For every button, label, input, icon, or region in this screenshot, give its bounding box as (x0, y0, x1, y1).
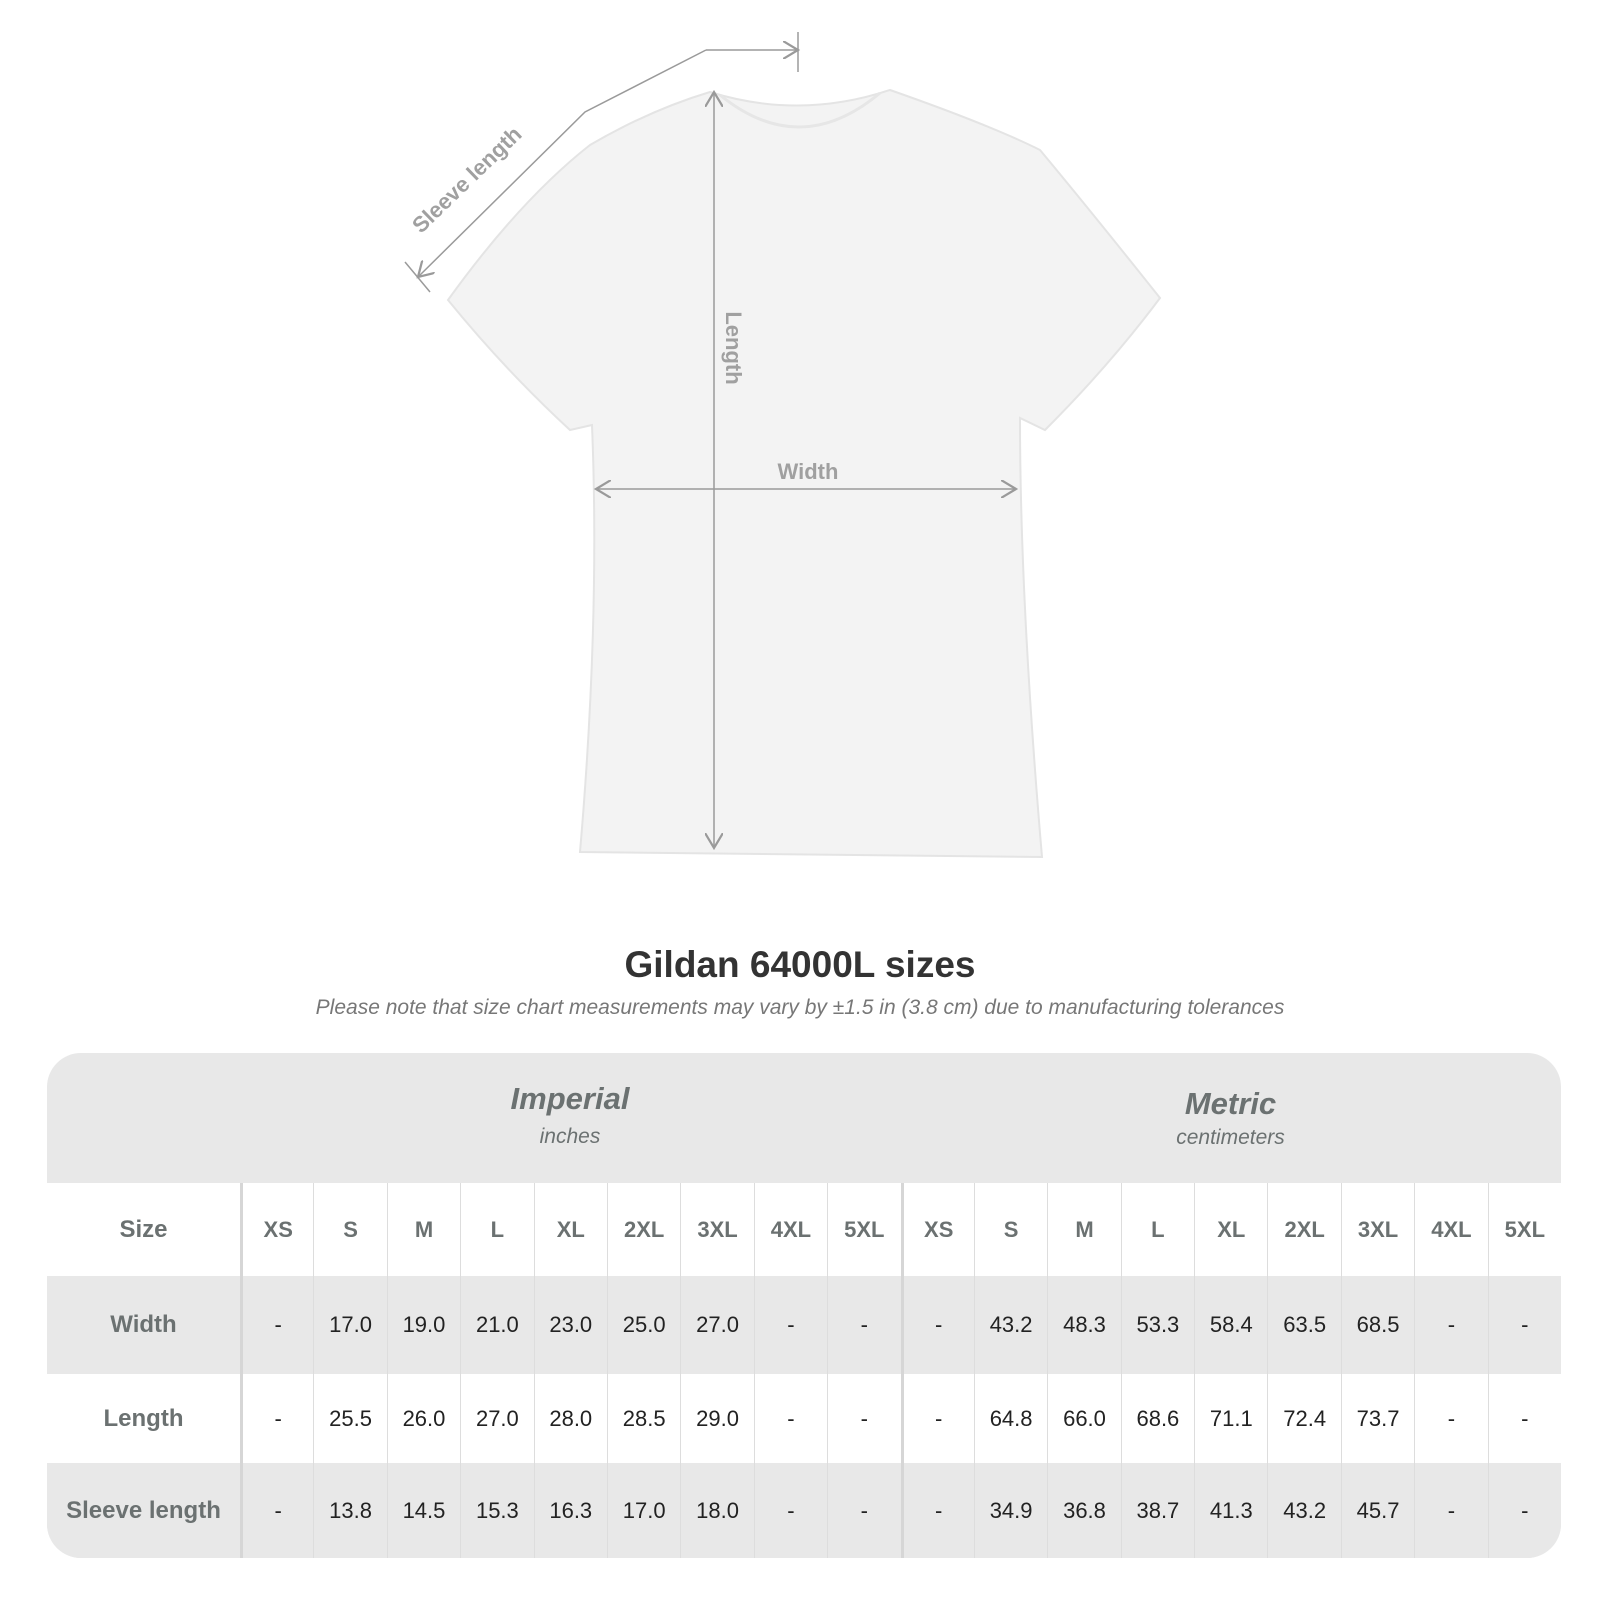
metric-value-cell: 73.7 (1340, 1374, 1414, 1463)
metric-value-cell: 41.3 (1194, 1463, 1267, 1558)
imperial-size-s: S (313, 1183, 386, 1276)
metric-value-cell: 71.1 (1194, 1374, 1267, 1463)
metric-size-3xl: 3XL (1340, 1183, 1414, 1276)
metric-value-cell: - (1414, 1463, 1487, 1558)
imperial-value-cell: - (827, 1463, 900, 1558)
metric-value-cell: - (1487, 1374, 1561, 1463)
metric-size-5xl: 5XL (1487, 1183, 1561, 1276)
imperial-size-4xl: 4XL (753, 1183, 827, 1276)
imperial-value-cell: 17.0 (313, 1276, 386, 1374)
imperial-value-cell: - (240, 1374, 313, 1463)
imperial-title: Imperial (510, 1081, 630, 1116)
width-label: Width (778, 459, 839, 484)
metric-value-cell: 38.7 (1120, 1463, 1194, 1558)
imperial-value-cell: 29.0 (680, 1374, 753, 1463)
metric-size-4xl: 4XL (1414, 1183, 1487, 1276)
size-header-row: Size XS S M L XL 2XL 3XL 4XL 5XL XS S M L XL 2XL 3XL 4XL 5… (47, 1183, 1561, 1276)
metric-unit: centimeters (1176, 1126, 1285, 1149)
imperial-value-cell: 18.0 (680, 1463, 753, 1558)
size-table: Imperial inches Metric centimeters Size X… (47, 1053, 1561, 1558)
imperial-value-cell: 16.3 (533, 1463, 607, 1558)
metric-size-xl: XL (1194, 1183, 1267, 1276)
metric-value-cell: 64.8 (973, 1374, 1047, 1463)
metric-title: Metric (1184, 1086, 1277, 1121)
metric-value-cell: 68.6 (1120, 1374, 1194, 1463)
metric-value-cell: 36.8 (1047, 1463, 1120, 1558)
metric-size-2xl: 2XL (1267, 1183, 1340, 1276)
imperial-value-cell: 25.0 (606, 1276, 680, 1374)
sleeve-length-label: Sleeve length (407, 121, 526, 238)
metric-value-cell: - (1487, 1463, 1561, 1558)
table-row: Length -25.5 26.0 27.0 28.0 28.5 29.0- - -64.8 66… (47, 1374, 1561, 1463)
imperial-value-cell: 27.0 (460, 1374, 533, 1463)
imperial-value-cell: 25.5 (313, 1374, 386, 1463)
metric-value-cell: - (1414, 1374, 1487, 1463)
metric-value-cell: 43.2 (1267, 1463, 1340, 1558)
metric-value-cell: - (900, 1276, 974, 1374)
metric-value-cell: 34.9 (973, 1463, 1047, 1558)
metric-value-cell: 68.5 (1340, 1276, 1414, 1374)
imperial-size-xs: XS (240, 1183, 313, 1276)
imperial-size-xl: XL (533, 1183, 607, 1276)
metric-value-cell: 45.7 (1340, 1463, 1414, 1558)
imperial-value-cell: - (240, 1463, 313, 1558)
imperial-value-cell: - (753, 1276, 827, 1374)
table-row: Width -17.0 19.0 21.0 23.0 25.0 27.0- - -43.2 48.… (47, 1276, 1561, 1374)
metric-size-m: M (1047, 1183, 1120, 1276)
metric-value-cell: - (900, 1374, 974, 1463)
metric-value-cell: - (1414, 1276, 1487, 1374)
row-label: Sleeve length (66, 1496, 221, 1524)
row-label: Length (103, 1404, 184, 1432)
length-label: Length (721, 311, 746, 384)
imperial-value-cell: - (827, 1374, 900, 1463)
metric-value-cell: 53.3 (1120, 1276, 1194, 1374)
metric-size-s: S (973, 1183, 1047, 1276)
tshirt-shape (446, 88, 1162, 859)
metric-value-cell: - (900, 1463, 974, 1558)
metric-value-cell: 66.0 (1047, 1374, 1120, 1463)
imperial-size-5xl: 5XL (827, 1183, 900, 1276)
metric-value-cell: 43.2 (973, 1276, 1047, 1374)
tshirt-diagram: Sleeve length Length Width (404, 32, 1162, 859)
imperial-value-cell: 23.0 (533, 1276, 607, 1374)
imperial-value-cell: 28.0 (533, 1374, 607, 1463)
imperial-value-cell: 26.0 (386, 1374, 460, 1463)
imperial-size-l: L (460, 1183, 533, 1276)
metric-value-cell: 58.4 (1194, 1276, 1267, 1374)
imperial-value-cell: - (753, 1374, 827, 1463)
imperial-value-cell: 14.5 (386, 1463, 460, 1558)
metric-value-cell: 63.5 (1267, 1276, 1340, 1374)
metric-value-cell: 48.3 (1047, 1276, 1120, 1374)
metric-size-xs: XS (900, 1183, 974, 1276)
imperial-value-cell: - (827, 1276, 900, 1374)
table-row: Sleeve length -13.8 14.5 15.3 16.3 17.0 18.0- -… (47, 1463, 1561, 1558)
page-title: Gildan 64000L sizes (624, 944, 976, 985)
imperial-value-cell: - (240, 1276, 313, 1374)
imperial-unit: inches (539, 1125, 601, 1148)
metric-size-l: L (1120, 1183, 1194, 1276)
imperial-size-3xl: 3XL (680, 1183, 753, 1276)
metric-value-cell: 72.4 (1267, 1374, 1340, 1463)
tolerance-note: Please note that size chart measurements… (315, 996, 1285, 1019)
metric-header: Metric centimeters (900, 1053, 1561, 1183)
imperial-value-cell: 21.0 (460, 1276, 533, 1374)
imperial-value-cell: 17.0 (606, 1463, 680, 1558)
imperial-size-2xl: 2XL (606, 1183, 680, 1276)
imperial-header: Imperial inches (240, 1053, 900, 1183)
imperial-value-cell: 28.5 (606, 1374, 680, 1463)
imperial-value-cell: 27.0 (680, 1276, 753, 1374)
row-label: Width (110, 1311, 177, 1338)
imperial-value-cell: - (753, 1463, 827, 1558)
size-column-label: Size (119, 1215, 168, 1243)
imperial-value-cell: 13.8 (313, 1463, 386, 1558)
imperial-size-m: M (386, 1183, 460, 1276)
imperial-value-cell: 19.0 (386, 1276, 460, 1374)
metric-value-cell: - (1487, 1276, 1561, 1374)
imperial-value-cell: 15.3 (460, 1463, 533, 1558)
